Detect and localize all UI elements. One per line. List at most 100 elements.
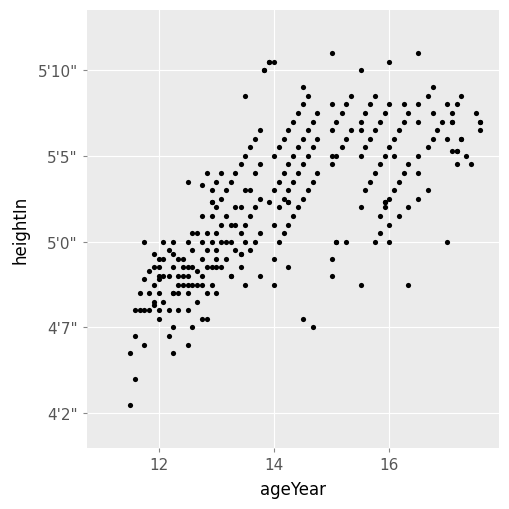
Point bbox=[384, 144, 392, 152]
Point bbox=[342, 238, 350, 246]
Point bbox=[245, 187, 253, 195]
Point bbox=[337, 110, 345, 118]
Point bbox=[174, 306, 182, 315]
Point bbox=[389, 187, 397, 195]
Point bbox=[284, 221, 292, 229]
Point bbox=[236, 250, 244, 258]
Point bbox=[298, 195, 306, 204]
Point bbox=[375, 118, 383, 126]
Point bbox=[222, 187, 230, 195]
Point bbox=[227, 221, 235, 229]
Point bbox=[360, 144, 369, 152]
Point bbox=[370, 169, 378, 178]
Point bbox=[241, 221, 249, 229]
Point bbox=[227, 178, 235, 186]
Point bbox=[183, 178, 191, 186]
Point bbox=[216, 238, 224, 246]
Point bbox=[145, 306, 153, 315]
Point bbox=[437, 118, 445, 126]
Point bbox=[457, 93, 465, 101]
Point bbox=[197, 182, 206, 190]
Point bbox=[169, 349, 177, 357]
Point bbox=[428, 135, 436, 144]
Point bbox=[241, 153, 249, 161]
Point bbox=[236, 230, 244, 238]
Point bbox=[216, 195, 224, 204]
Point bbox=[327, 101, 335, 109]
Point bbox=[356, 204, 364, 212]
Point bbox=[130, 375, 138, 383]
Point bbox=[227, 272, 235, 280]
Point bbox=[394, 212, 403, 220]
Point bbox=[236, 264, 244, 272]
Point bbox=[207, 212, 215, 220]
Point bbox=[289, 118, 297, 126]
Point bbox=[231, 247, 239, 255]
Point bbox=[241, 93, 249, 101]
Point bbox=[164, 247, 173, 255]
Point bbox=[197, 212, 206, 220]
Point bbox=[169, 264, 177, 272]
Point bbox=[384, 221, 392, 229]
Point bbox=[303, 127, 311, 135]
Point bbox=[447, 118, 455, 126]
Point bbox=[475, 127, 484, 135]
Point bbox=[380, 153, 388, 161]
Point bbox=[159, 255, 167, 263]
Point bbox=[231, 204, 239, 212]
Point bbox=[255, 195, 263, 204]
Point bbox=[265, 59, 273, 67]
Point bbox=[159, 238, 167, 246]
Point bbox=[428, 110, 436, 118]
Point bbox=[313, 169, 321, 178]
Point bbox=[222, 238, 230, 246]
Point bbox=[207, 199, 215, 207]
Point bbox=[298, 135, 306, 144]
Point bbox=[140, 306, 148, 315]
Point bbox=[370, 93, 378, 101]
Point bbox=[260, 67, 268, 75]
Point bbox=[183, 264, 191, 272]
Point bbox=[245, 247, 253, 255]
Point bbox=[269, 221, 277, 229]
Point bbox=[313, 110, 321, 118]
Point bbox=[202, 230, 210, 238]
Point bbox=[154, 306, 162, 315]
Point bbox=[188, 230, 196, 238]
Point bbox=[174, 272, 182, 280]
Point bbox=[231, 221, 239, 229]
Point bbox=[140, 238, 148, 246]
Point bbox=[154, 264, 162, 272]
Point bbox=[303, 93, 311, 101]
Point bbox=[404, 281, 412, 289]
Point bbox=[169, 238, 177, 246]
Point bbox=[245, 212, 253, 220]
Point bbox=[389, 153, 397, 161]
Point bbox=[423, 93, 431, 101]
Point bbox=[179, 255, 187, 263]
Point bbox=[356, 118, 364, 126]
Point bbox=[452, 101, 460, 109]
Point bbox=[442, 101, 450, 109]
Point bbox=[404, 110, 412, 118]
Point bbox=[183, 281, 191, 289]
Point bbox=[227, 272, 235, 280]
Point bbox=[356, 127, 364, 135]
Point bbox=[327, 161, 335, 169]
Point bbox=[164, 272, 173, 280]
Point bbox=[394, 127, 403, 135]
Point bbox=[236, 250, 244, 258]
Point bbox=[212, 247, 220, 255]
Point bbox=[202, 169, 210, 178]
Point bbox=[423, 144, 431, 152]
Point bbox=[150, 281, 158, 289]
Point bbox=[375, 212, 383, 220]
Point bbox=[423, 187, 431, 195]
Point bbox=[289, 212, 297, 220]
Point bbox=[356, 153, 364, 161]
Point bbox=[150, 250, 158, 258]
Point bbox=[284, 199, 292, 207]
Point bbox=[231, 169, 239, 178]
Point bbox=[432, 127, 440, 135]
Point bbox=[365, 178, 374, 186]
